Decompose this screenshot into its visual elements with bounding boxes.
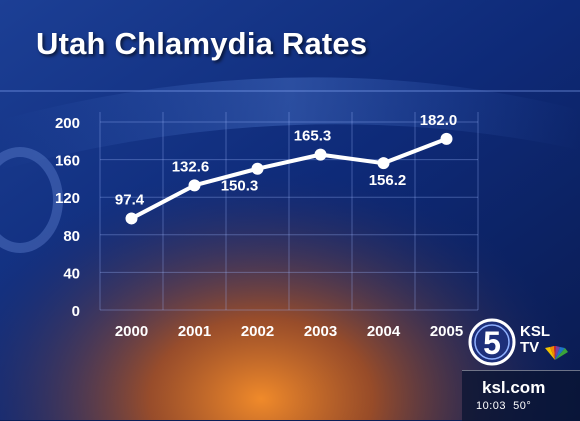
y-tick-label: 120	[55, 190, 80, 207]
x-tick-label: 2001	[178, 323, 211, 340]
y-tick-label: 0	[72, 303, 80, 320]
y-tick-label: 40	[63, 265, 80, 282]
station-name: KSL	[520, 323, 550, 340]
data-point	[377, 157, 390, 170]
y-tick-label: 80	[63, 228, 80, 245]
station-bug	[462, 370, 580, 421]
data-point	[314, 148, 327, 161]
x-tick-label: 2003	[304, 323, 337, 340]
data-label: 97.4	[115, 191, 145, 208]
channel-5-icon: 5	[468, 318, 516, 366]
y-axis-ticks: 0 40 80 120 160 200	[55, 115, 80, 320]
station-logo: 5 KSL TV ksl.com 10:03 50°	[462, 316, 580, 421]
station-suffix: TV	[520, 339, 540, 356]
website-label: ksl.com	[482, 378, 546, 397]
temperature: 50°	[513, 400, 532, 412]
series-polyline	[130, 137, 448, 221]
data-label: 156.2	[369, 172, 407, 189]
data-point	[440, 132, 453, 145]
data-label: 165.3	[294, 128, 332, 145]
y-tick-label: 200	[55, 115, 80, 132]
x-axis-ticks: 2000 2001 2002 2003 2004 2005	[115, 323, 463, 340]
data-point	[188, 179, 201, 192]
data-label: 150.3	[221, 178, 259, 195]
x-tick-label: 2002	[241, 323, 274, 340]
x-tick-label: 2004	[367, 323, 401, 340]
x-tick-label: 2000	[115, 323, 148, 340]
data-labels: 97.4 132.6 150.3 165.3 156.2 182.0	[115, 112, 457, 209]
chart-title: Utah Chlamydia Rates	[36, 26, 368, 61]
data-point	[125, 212, 138, 225]
data-label: 132.6	[172, 158, 210, 175]
x-tick-label: 2005	[430, 323, 463, 340]
time-temp-label: 10:03 50°	[476, 400, 531, 412]
clock-time: 10:03	[476, 400, 507, 412]
data-label: 182.0	[420, 112, 458, 129]
chart-grid	[99, 112, 479, 311]
series-line	[125, 132, 453, 225]
data-point	[251, 162, 264, 175]
y-tick-label: 160	[55, 153, 80, 170]
peacock-icon	[545, 346, 568, 360]
channel-number: 5	[483, 325, 501, 361]
